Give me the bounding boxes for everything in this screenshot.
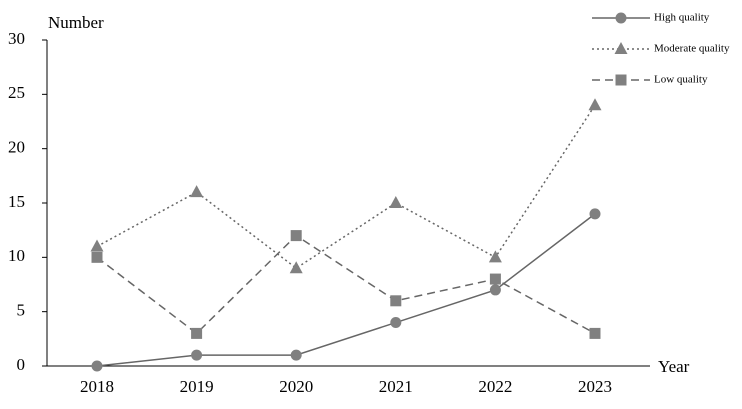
x-tick-label: 2019 [180, 377, 214, 396]
legend-marker [614, 42, 628, 54]
data-point [91, 251, 103, 263]
legend-label: High quality [654, 12, 710, 24]
x-axis-label: Year [658, 357, 690, 376]
legend-label: Moderate quality [654, 43, 730, 55]
x-tick-label: 2020 [279, 377, 313, 396]
data-point [389, 196, 403, 208]
data-point [90, 239, 104, 252]
y-tick-label: 20 [8, 138, 25, 157]
legend-label: Low quality [654, 74, 708, 86]
data-point [588, 98, 602, 111]
x-tick-label: 2021 [379, 377, 413, 396]
x-tick-label: 2022 [478, 377, 512, 396]
y-tick-label: 30 [8, 29, 25, 48]
y-tick-label: 25 [8, 83, 25, 102]
data-point [290, 230, 302, 242]
data-point [290, 349, 302, 361]
data-point [488, 250, 502, 263]
y-axis-label: Number [48, 13, 104, 32]
data-point [589, 327, 601, 339]
data-point [191, 327, 203, 339]
data-point [589, 208, 601, 220]
x-tick-label: 2018 [80, 377, 114, 396]
y-tick-label: 5 [17, 301, 26, 320]
data-point [191, 349, 203, 361]
series-line [96, 234, 596, 335]
data-point [489, 273, 501, 285]
legend-marker [615, 12, 627, 24]
series-line [96, 213, 596, 367]
y-tick-label: 0 [17, 355, 26, 374]
y-tick-label: 15 [8, 192, 25, 211]
data-point [289, 261, 303, 274]
data-point [489, 284, 501, 296]
x-tick-label: 2023 [578, 377, 612, 396]
series-line [96, 104, 596, 270]
data-point [190, 185, 204, 198]
data-point [91, 360, 103, 372]
data-point [390, 295, 402, 307]
data-point [390, 317, 402, 329]
y-tick-label: 10 [8, 246, 25, 265]
legend-marker [615, 74, 627, 86]
